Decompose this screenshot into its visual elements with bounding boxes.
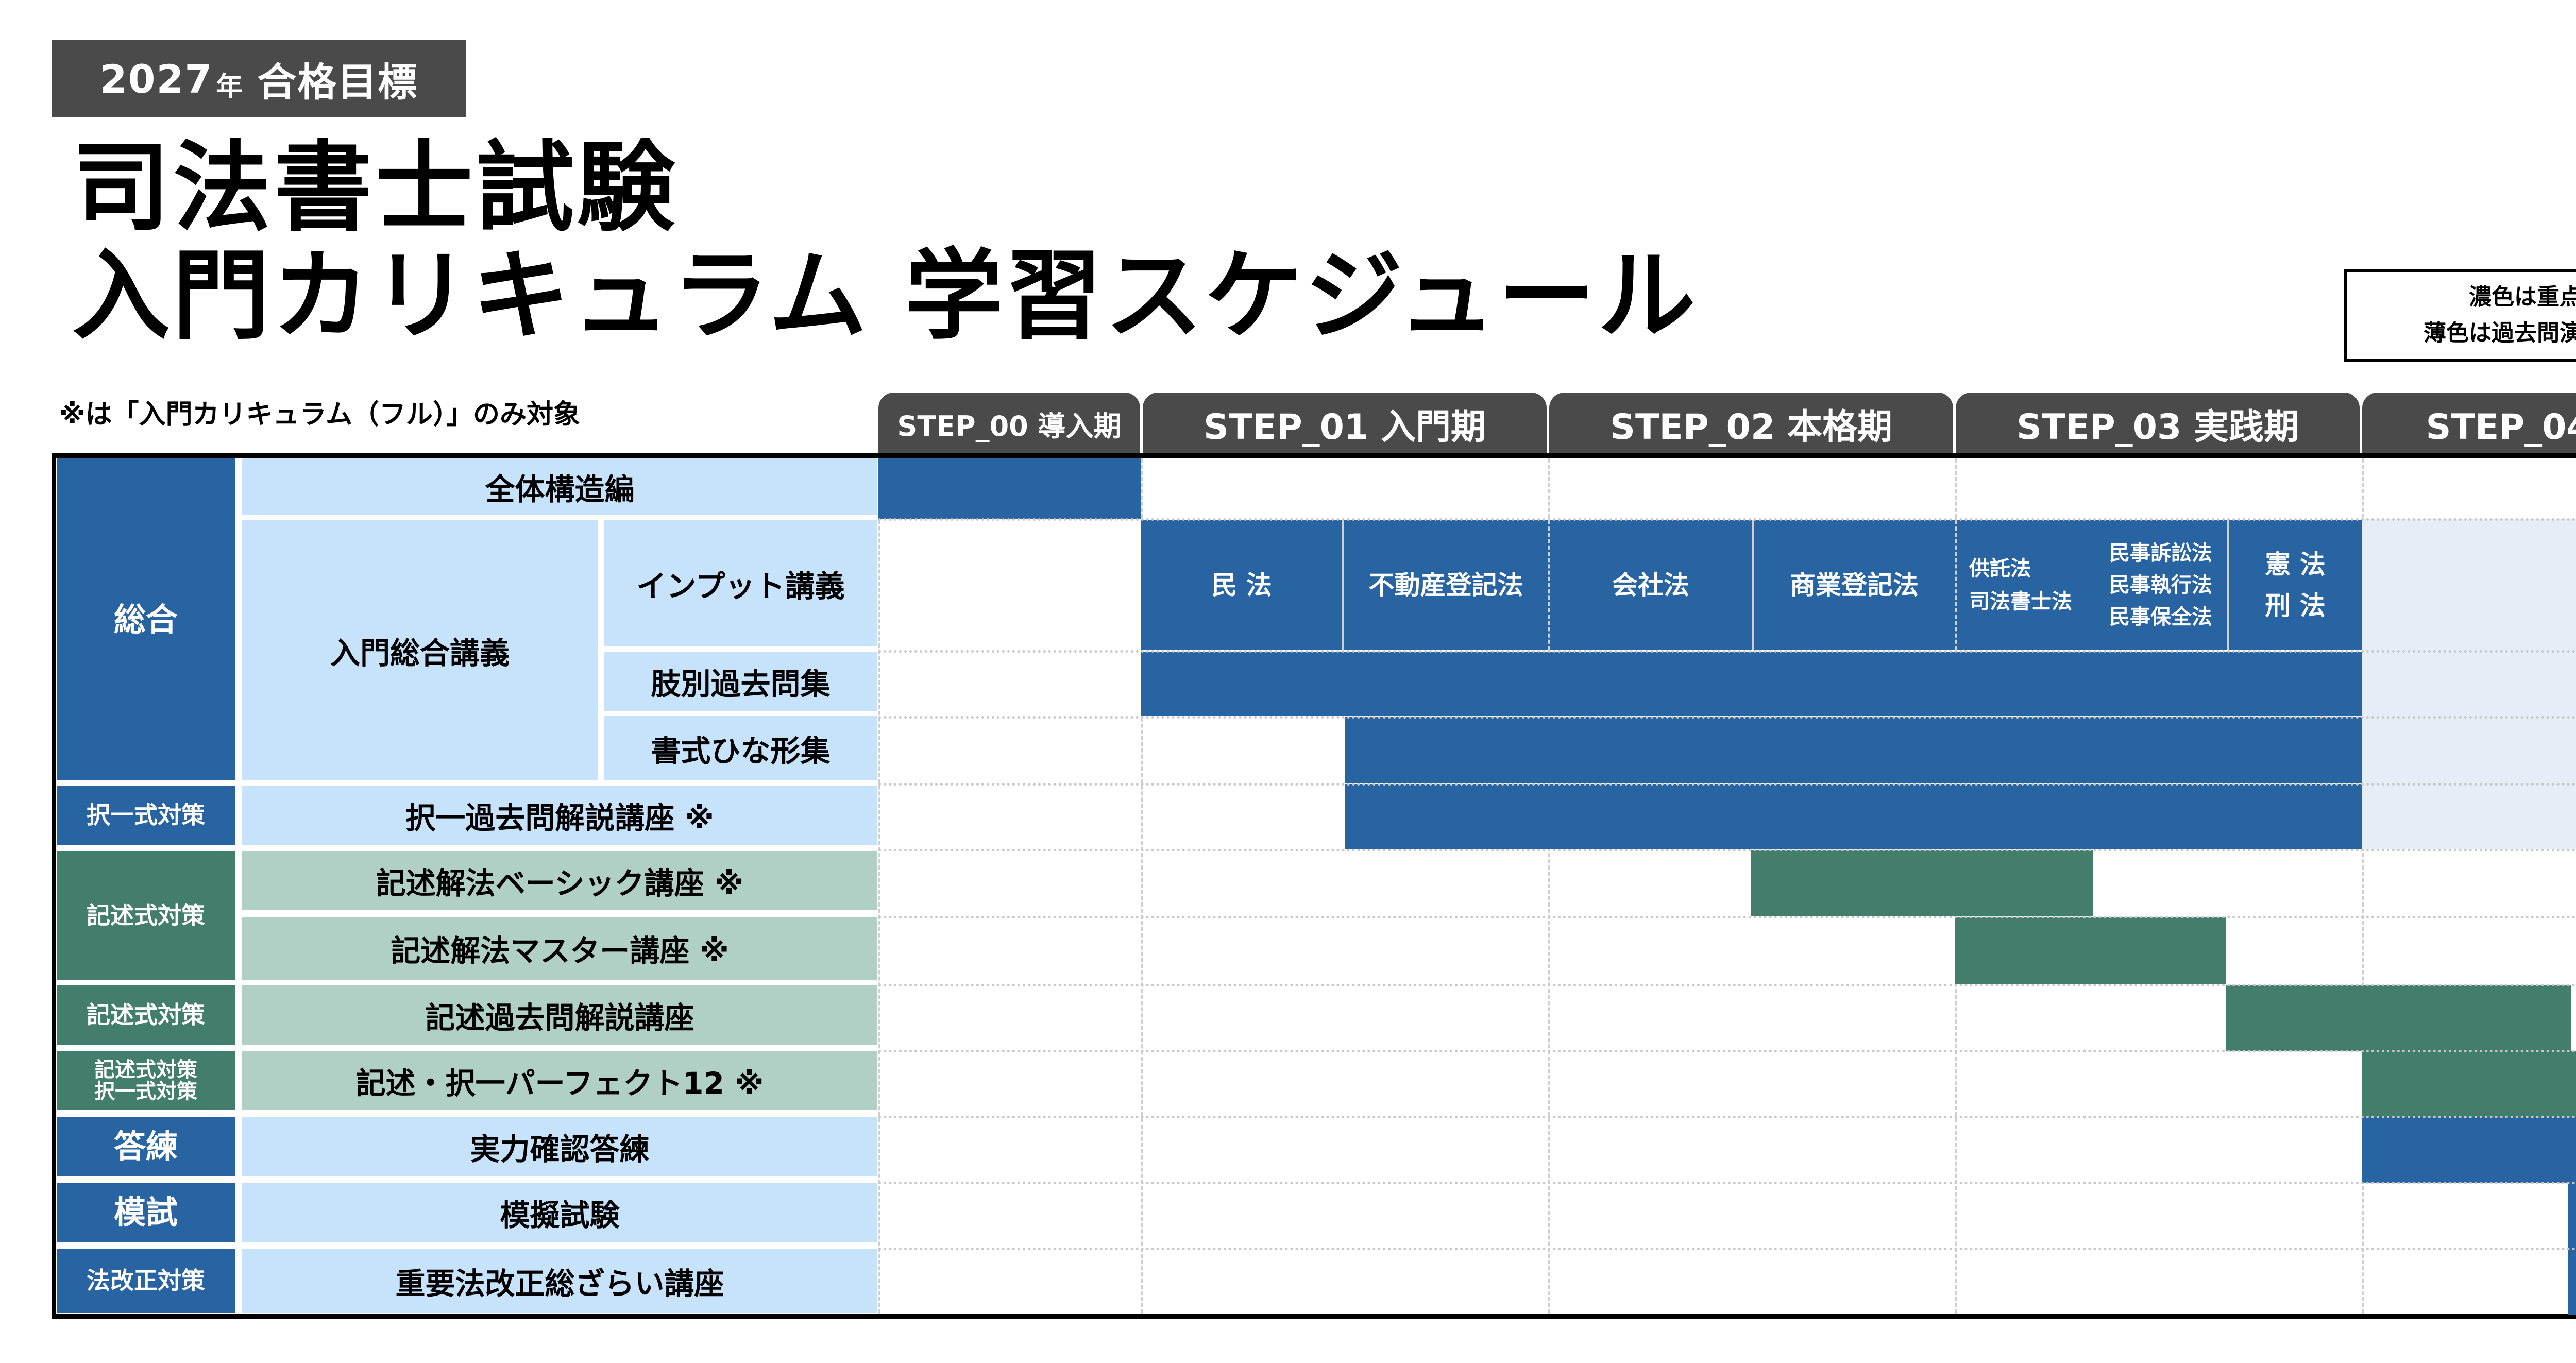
bar-shoshiki [1345,717,2362,783]
grid-v [1548,458,1550,1314]
course-zentai: 全体構造編 [242,458,877,515]
bar-takuitsu-kako [1345,784,2362,849]
course-perfect12: 記述・択一パーフェクト12 ※ [242,1051,877,1110]
category-kijutsu-2: 記述式対策 [57,985,235,1045]
bar-mogi [2568,1183,2576,1249]
grid-h [878,984,2576,986]
grid-h [878,783,2576,786]
category-takuitsu: 択一式対策 [57,786,235,845]
tab-step-04: STEP_04 直前期 [2362,393,2576,454]
grid-h [878,518,2576,521]
bar-shibetsu [1141,652,2362,716]
target-year-badge: 2027 年 合格目標 [52,40,466,117]
bar-hokaisei [2568,1249,2576,1315]
category-line1: 記述式対策 [94,1058,197,1082]
grid-h [878,1116,2576,1118]
grid-v [1141,458,1143,1314]
subject-shogyo: 商業登記法 [1790,570,1919,600]
grid-v [878,458,880,1314]
course-kijutsu-kako: 記述過去問解説講座 [242,985,877,1045]
course-nyumon-sogo: 入門総合講義 [242,520,598,780]
grid-h [878,1050,2576,1052]
grid-h [878,1248,2576,1250]
tab-step-01: STEP_01 入門期 [1143,393,1547,454]
subject-fudosan: 不動産登記法 [1368,570,1523,600]
category-toren: 答練 [57,1117,235,1176]
badge-year-unit: 年 [216,71,244,103]
category-hokaisei: 法改正対策 [57,1249,235,1313]
course-basic: 記述解法ベーシック講座 ※ [242,851,877,910]
badge-goal: 合格目標 [257,59,418,105]
bar-basic [1751,850,2093,916]
category-moshi: 模試 [57,1183,235,1242]
course-input: インプット講義 [604,520,877,646]
bar-jitsuryoku [2362,1117,2576,1183]
tab-step-03: STEP_03 実践期 [1956,393,2360,454]
badge-year: 2027 [99,56,213,102]
bar-kijutsu-kako [2226,985,2571,1051]
course-takuitsu-kako: 択一過去問解説講座 ※ [242,786,877,845]
category-kijutsu: 記述式対策 [57,851,235,980]
subject-group-kenpo-keiho: 憲 法 刑 法 [2228,520,2362,650]
subject-minpo: 民 法 [1211,570,1272,600]
subject-kyotaku: 供託法 [1969,557,2031,581]
course-master: 記述解法マスター講座 ※ [242,917,877,980]
course-shoshiki: 書式ひな形集 [604,716,877,780]
grid-v [1548,520,1550,650]
bar-master [1955,917,2226,984]
legend-box: 濃色は重点的に学習する期間 薄色は過去問演習・復習する期間 [2344,269,2576,362]
course-jitsuryoku: 実力確認答練 [242,1117,877,1176]
grid-h [878,716,2576,719]
legend-dark: 濃色は重点的に学習する期間 [2469,284,2576,310]
grid-h [878,916,2576,918]
subject-separator [1752,520,1754,650]
subject-keiho: 刑 法 [2265,591,2326,621]
subject-separator [2227,520,2229,650]
note-full-only: ※は「入門カリキュラム（フル）」のみ対象 [59,399,580,430]
subject-minshikko: 民事執行法 [2109,573,2212,597]
subject-kaisha: 会社法 [1612,570,1689,600]
grid-h [878,650,2576,653]
subject-minhozen: 民事保全法 [2109,605,2212,629]
page-title-line2: 入門カリキュラム 学習スケジュール [72,239,1698,353]
page-title-line1: 司法書士試験 [72,131,679,245]
bar-perfect12 [2362,1051,2576,1117]
subject-separator [1342,520,1344,650]
grid-v [1955,520,1957,650]
tab-step-00: STEP_00 導入期 [878,393,1140,454]
legend-light: 薄色は過去問演習・復習する期間 [2424,320,2576,346]
course-mogi: 模擬試験 [242,1183,877,1242]
category-line2: 択一式対策 [94,1079,197,1103]
grid-h [878,849,2576,851]
bar-zentai [878,458,1141,519]
subject-group-minji: 民事訴訟法 民事執行法 民事保全法 [2096,520,2226,650]
subject-shihoshoshi: 司法書士法 [1969,590,2072,614]
category-sogo: 総合 [57,458,235,780]
subject-group-kyotaku: 供託法 司法書士法 [1969,520,2093,650]
subject-kenpo: 憲 法 [2265,550,2326,580]
bar-review-period [2362,519,2576,849]
course-hokaisei: 重要法改正総ざらい講座 [242,1249,877,1313]
subject-minso: 民事訴訟法 [2109,541,2212,565]
grid-v [2362,458,2364,1314]
tab-step-02: STEP_02 本格期 [1549,393,1953,454]
grid-h [878,1182,2576,1184]
course-shibetsu: 肢別過去問集 [604,652,877,711]
category-kijutsu-takuitsu: 記述式対策 択一式対策 [57,1051,235,1110]
